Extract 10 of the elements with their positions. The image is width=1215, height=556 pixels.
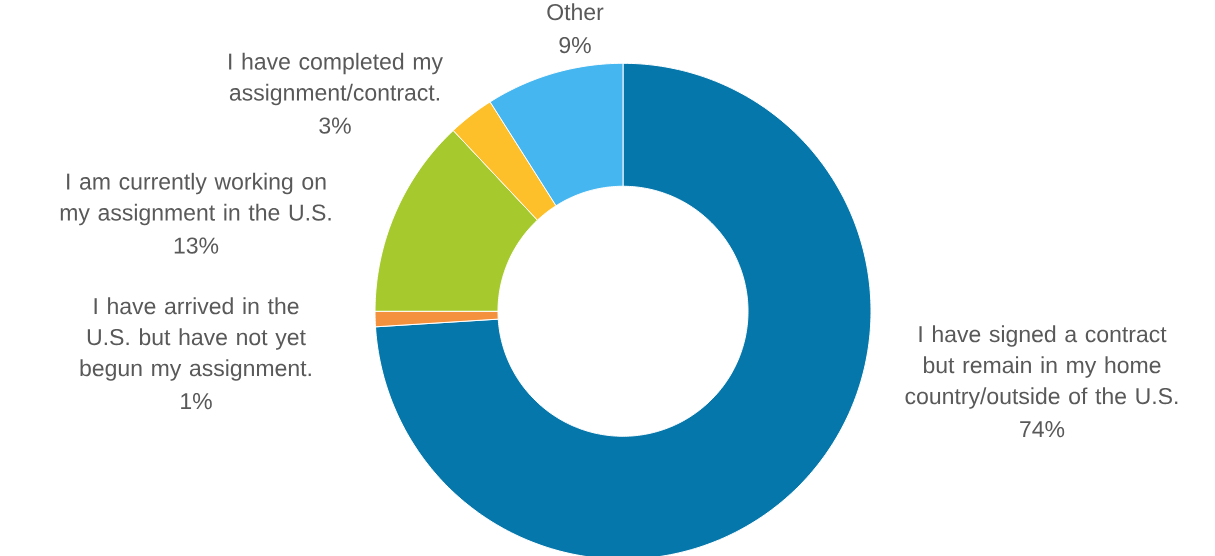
data-label: 1% bbox=[181, 392, 212, 410]
slice-label: I have completed my assignment/contract. bbox=[229, 52, 443, 106]
data-label: 9% bbox=[559, 36, 591, 54]
slice-label: I have arrived in the U.S. but have not yet begun my assignment. bbox=[80, 297, 311, 381]
slice-label: I am currently working on my assignment in the U.S. bbox=[60, 172, 331, 226]
data-label: 3% bbox=[319, 117, 351, 134]
slice-label: Other bbox=[547, 3, 604, 21]
slice-label: I have signed a contract but remain in my home country/outside of the U.S. bbox=[905, 325, 1178, 409]
data-label: 13% bbox=[174, 237, 219, 254]
data-label: 74% bbox=[1020, 420, 1065, 438]
